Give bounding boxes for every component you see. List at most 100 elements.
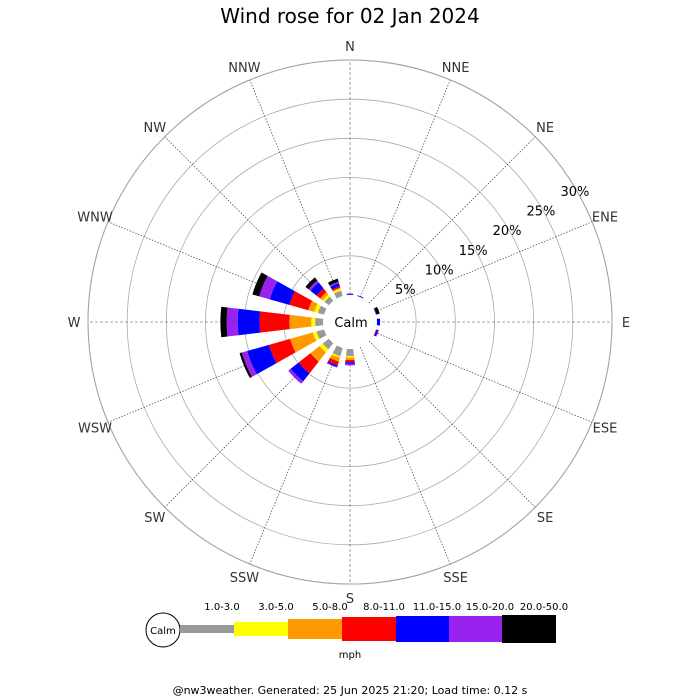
ring-label: 15%	[459, 244, 488, 259]
bar-wsw-bin-6	[239, 352, 252, 379]
bar-sw-bin-4	[290, 362, 310, 382]
bar-wsw-bin-3	[268, 338, 296, 364]
bar-sw-bin-3	[298, 353, 319, 374]
spoke-ese	[374, 331, 593, 423]
bar-sw-bin-0	[322, 338, 334, 350]
bar-sw-bin-5	[288, 368, 304, 384]
legend-label-3: 8.0-11.0	[363, 602, 405, 613]
bar-nnw-bin-3	[331, 286, 341, 291]
bar-nnw-bin-0	[334, 290, 343, 299]
bar-nw-bin-5	[308, 280, 319, 291]
bar-w-bin-6	[220, 306, 228, 338]
bar-wnw-bin-5	[259, 275, 278, 300]
ring-label: 20%	[493, 224, 522, 239]
legend-calm-label: Calm	[150, 626, 176, 637]
spoke-ene	[374, 221, 593, 313]
bar-nw-bin-6	[305, 277, 318, 290]
legend: Calm mph 1.0-3.0 3.0-5.0 5.0-8.0 8.0-11.0 11…	[145, 602, 568, 661]
ring-labels: 5% 10% 15% 20% 25% 30%	[395, 185, 589, 298]
bar-wsw-bin-0	[316, 329, 327, 340]
bar-wsw-bin-1	[312, 331, 320, 341]
bar-nnw-bin-5	[329, 281, 340, 287]
bar-w-bin-5	[226, 307, 239, 337]
direction-label-wnw: WNW	[77, 210, 113, 225]
bar-w-bin-1	[311, 317, 316, 327]
bar-s-bin-4	[345, 362, 355, 364]
bar-wnw-bin-3	[289, 291, 313, 311]
bar-ese-bin-5	[375, 329, 380, 337]
spoke-se	[368, 340, 536, 508]
direction-label-ene: ENE	[592, 210, 618, 225]
bar-ssw-bin-4	[327, 361, 338, 367]
bar-ese-bin-4	[374, 329, 379, 337]
direction-label-nne: NNE	[442, 61, 470, 76]
bar-ene-bin-6	[374, 306, 380, 315]
bar-ssw-bin-0	[332, 345, 343, 357]
spoke-sse	[359, 346, 451, 565]
direction-label-ese: ESE	[593, 422, 618, 437]
ring-label: 30%	[560, 185, 589, 200]
direction-label-n: N	[345, 40, 355, 55]
bar-ssw-bin-5	[326, 362, 338, 368]
direction-label-se: SE	[537, 511, 553, 526]
grid-layer	[87, 59, 613, 585]
bar-nw-bin-4	[310, 282, 324, 296]
bar-s-bin-2	[345, 357, 355, 360]
ring-label: 5%	[395, 283, 416, 298]
legend-swatch-4	[396, 616, 449, 642]
bar-wnw-bin-6	[252, 272, 268, 297]
bar-wnw-bin-2	[308, 300, 318, 312]
spoke-ne	[368, 136, 536, 304]
direction-label-wsw: WSW	[78, 422, 112, 437]
calm-label: Calm	[334, 316, 367, 331]
bar-n-bin-5	[346, 293, 354, 295]
direction-label-sw: SW	[144, 511, 165, 526]
legend-swatch-0	[180, 625, 234, 633]
bar-s-bin-1	[345, 355, 355, 358]
direction-label-nw: NW	[144, 121, 167, 136]
direction-labels: N NNE NE ENE E ESE SE SSE S SSW SW WSW W WNW NW NNW	[68, 40, 631, 607]
grid-ring	[87, 59, 613, 585]
calm-center: Calm	[323, 295, 377, 349]
direction-label-w: W	[68, 316, 81, 331]
bars-layer	[220, 272, 381, 384]
bar-w-bin-4	[237, 308, 261, 336]
bar-e-bin-4	[376, 318, 381, 326]
direction-label-ssw: SSW	[230, 571, 260, 586]
bar-w-bin-3	[259, 311, 290, 333]
legend-label-5: 15.0-20.0	[466, 602, 514, 613]
bar-nnw-bin-6	[328, 278, 339, 286]
bar-nw-bin-1	[322, 294, 330, 302]
bar-n-bin-4	[346, 294, 354, 296]
bar-nnw-bin-4	[330, 283, 340, 290]
legend-label-2: 5.0-8.0	[312, 602, 347, 613]
ring-label: 10%	[425, 263, 454, 278]
bar-w-bin-0	[315, 317, 324, 327]
bar-nnw-bin-1	[332, 288, 342, 294]
bar-ssw-bin-1	[331, 353, 341, 358]
direction-label-nnw: NNW	[228, 61, 260, 76]
bar-wnw-bin-1	[314, 303, 321, 313]
bar-ene-bin-4	[373, 308, 377, 315]
direction-label-s: S	[346, 592, 354, 607]
bar-nnw-bin-2	[332, 287, 341, 292]
bar-ssw-bin-2	[329, 354, 340, 362]
ring-label: 25%	[527, 205, 556, 220]
legend-label-1: 3.0-5.0	[258, 602, 293, 613]
bar-nne-bin-4	[357, 295, 364, 299]
legend-swatch-1	[234, 622, 288, 636]
footer-text: @nw3weather. Generated: 25 Jun 2025 21:2…	[172, 684, 528, 697]
legend-swatch-6	[502, 615, 556, 643]
bar-ese-bin-3	[373, 329, 377, 336]
legend-swatch-2	[288, 619, 342, 639]
legend-swatch-3	[342, 617, 396, 641]
legend-label-0: 1.0-3.0	[204, 602, 239, 613]
chart-title: Wind rose for 02 Jan 2024	[220, 4, 480, 28]
spoke-ssw	[249, 346, 341, 565]
bar-s-bin-5	[344, 363, 356, 366]
spoke-nne	[359, 79, 451, 298]
direction-label-ne: NE	[536, 121, 554, 136]
bar-wnw-bin-0	[317, 305, 327, 315]
legend-swatch-5	[449, 616, 502, 642]
